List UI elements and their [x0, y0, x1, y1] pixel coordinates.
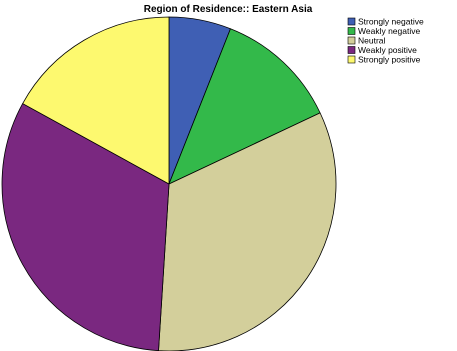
- pie-slice-weakly-negative: [168, 28, 321, 185]
- legend-swatch-weakly-negative: [347, 27, 356, 35]
- pie-slice-strongly-positive: [22, 16, 170, 185]
- legend-label-neutral: Neutral: [358, 36, 386, 46]
- legend-label-strongly-positive: Strongly positive: [358, 55, 421, 65]
- legend-swatch-neutral: [347, 36, 356, 45]
- legend-swatch-weakly-positive: [347, 46, 356, 54]
- legend-label-strongly-negative: Strongly negative: [358, 17, 424, 27]
- chart-title: Region of Residence:: Eastern Asia: [144, 4, 313, 15]
- legend-label-weakly-negative: Weakly negative: [358, 26, 420, 36]
- pie-slices: [1, 16, 337, 351]
- pie-slice-weakly-positive: [1, 103, 170, 351]
- legend-swatch-strongly-negative: [347, 17, 356, 26]
- pie-slice-neutral: [158, 112, 337, 351]
- legend-swatch-strongly-positive: [347, 55, 356, 64]
- legend-label-weakly-positive: Weakly positive: [358, 45, 417, 55]
